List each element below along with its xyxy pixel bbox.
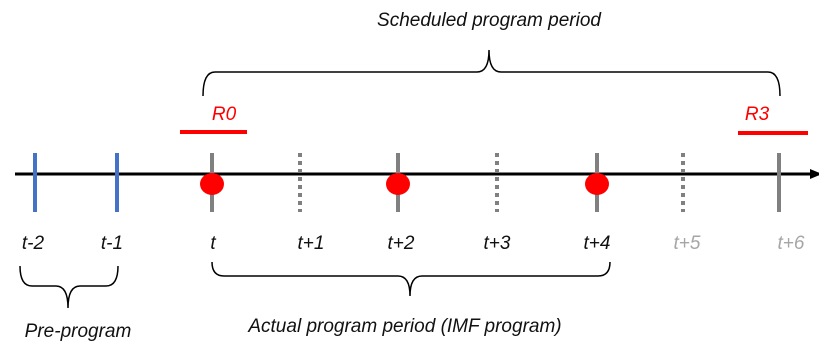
period-dots (200, 173, 609, 195)
actual-period-label: Actual program period (IMF program) (247, 316, 561, 337)
tick-label-t-plus-4: t+4 (584, 233, 611, 254)
tick-label-t-plus-5: t+5 (674, 233, 701, 254)
pre-program-label: Pre-program (25, 321, 132, 342)
period-dot-t-plus-4 (585, 173, 609, 195)
pre-program-bracket (19, 265, 119, 309)
scheduled-period-label: Scheduled program period (377, 10, 602, 31)
tick-label-t-plus-6: t+6 (778, 233, 805, 254)
r3-label: R3 (745, 104, 770, 125)
period-dot-t-plus-2 (386, 173, 410, 195)
tick-label-t-plus-2: t+2 (388, 233, 415, 254)
scheduled-period-bracket (202, 49, 781, 97)
period-dot-t (200, 173, 224, 195)
tick-label-t-plus-1: t+1 (298, 233, 325, 254)
tick-label-t: t (210, 233, 216, 254)
actual-period-bracket (211, 261, 611, 297)
r0-label: R0 (212, 104, 237, 125)
tick-labels: t-2 t-1 t t+1 t+2 t+3 t+4 t+5 t+6 (22, 233, 805, 254)
tick-label-t-plus-3: t+3 (484, 233, 511, 254)
tick-label-t-minus-2: t-2 (22, 233, 45, 254)
tick-label-t-minus-1: t-1 (101, 233, 123, 254)
